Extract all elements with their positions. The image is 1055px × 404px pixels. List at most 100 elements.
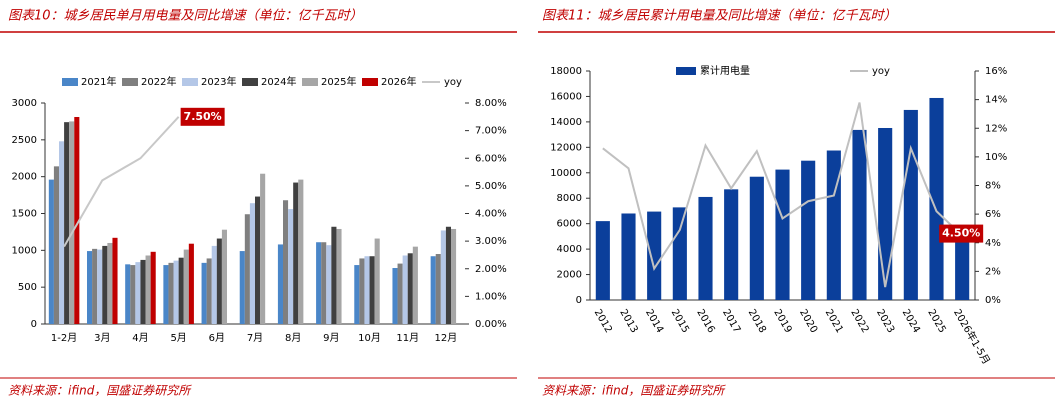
bar	[595, 221, 610, 300]
bar	[369, 256, 375, 324]
y2-tick-label: 5.00%	[475, 181, 507, 192]
x-tick-label: 5月	[170, 332, 186, 344]
y-tick-label: 18000	[550, 66, 582, 77]
bar	[97, 249, 103, 324]
legend-swatch	[122, 78, 138, 86]
legend-label: 2024年	[261, 75, 296, 88]
y-tick-label: 6000	[557, 219, 582, 230]
y-tick-label: 12000	[550, 142, 582, 153]
x-tick-label: 10月	[358, 332, 381, 344]
bar	[130, 265, 136, 324]
x-tick-label: 9月	[323, 332, 339, 344]
bar	[145, 255, 151, 324]
bar	[221, 229, 227, 324]
legend-label: 2022年	[141, 75, 176, 88]
x-tick-label: 12月	[435, 332, 458, 344]
bar	[435, 254, 441, 324]
bar	[87, 251, 93, 324]
line	[602, 102, 963, 288]
legend-label: 2026年	[381, 75, 416, 88]
bar	[163, 265, 169, 324]
bar	[48, 179, 54, 324]
bar	[392, 268, 398, 324]
bar	[59, 141, 65, 324]
legend-swatch	[676, 67, 696, 75]
bar	[354, 265, 360, 324]
y2-tick-label: 1.00%	[475, 291, 507, 302]
bar	[168, 262, 174, 324]
bar	[255, 196, 261, 324]
x-tick-label: 2013	[617, 308, 639, 336]
bar	[903, 109, 918, 301]
bar	[445, 226, 451, 324]
x-tick-label: 2026年1-5月	[951, 307, 993, 367]
bar	[69, 121, 75, 325]
bar	[288, 209, 294, 324]
y-tick-label: 2000	[12, 172, 37, 183]
bar	[698, 196, 713, 300]
y2-tick-label: 8.00%	[475, 98, 507, 109]
bar	[201, 262, 207, 324]
y2-tick-label: 6%	[985, 209, 1001, 220]
bar	[206, 258, 212, 324]
bar	[326, 245, 332, 324]
bar	[826, 150, 841, 300]
x-tick-label: 1-2月	[51, 332, 77, 344]
bar	[955, 224, 970, 300]
y-tick-label: 10000	[550, 168, 582, 179]
y2-tick-label: 7.00%	[475, 126, 507, 137]
bar	[316, 242, 322, 324]
bar	[260, 173, 266, 324]
x-tick-label: 7月	[247, 332, 263, 344]
bar	[801, 160, 816, 300]
value-label-box	[939, 224, 984, 243]
source: 资料来源：ifind，国盛证券研究所	[542, 384, 726, 398]
y2-tick-label: 16%	[985, 66, 1007, 77]
x-tick-label: 2024	[900, 308, 922, 336]
y2-tick-label: 2%	[985, 266, 1001, 277]
bar	[239, 251, 245, 324]
bar	[102, 245, 108, 324]
bar	[244, 214, 250, 324]
bar	[359, 258, 365, 324]
x-tick-label: 2021	[823, 308, 845, 336]
x-tick-label: 2020	[797, 308, 819, 336]
bar	[407, 253, 413, 324]
y-tick-label: 2500	[12, 135, 37, 146]
bar	[647, 211, 662, 300]
x-tick-label: 2017	[720, 308, 742, 336]
legend-swatch	[62, 78, 78, 86]
bar	[277, 244, 283, 324]
bar	[336, 228, 342, 324]
value-label-box	[180, 107, 225, 126]
bar	[173, 260, 179, 324]
y2-tick-label: 2.00%	[475, 264, 507, 275]
bar	[150, 251, 156, 324]
y-tick-label: 4000	[557, 244, 582, 255]
y2-tick-label: 14%	[985, 95, 1007, 106]
bar	[451, 228, 457, 324]
x-tick-label: 4月	[132, 332, 148, 344]
y-tick-label: 500	[18, 282, 37, 293]
y-tick-label: 0	[576, 295, 582, 306]
y2-tick-label: 0%	[985, 295, 1001, 306]
bar	[749, 176, 764, 300]
bar	[53, 166, 59, 324]
bar	[283, 200, 289, 324]
x-tick-label: 2014	[643, 308, 665, 336]
y2-tick-label: 0.00%	[475, 319, 507, 330]
bar	[112, 237, 118, 324]
bar	[321, 242, 327, 324]
y2-tick-label: 4.00%	[475, 209, 507, 220]
source: 资料来源：ifind，国盛证券研究所	[8, 384, 192, 398]
bar	[211, 245, 217, 324]
bar	[64, 122, 70, 324]
x-tick-label: 2018	[746, 308, 768, 336]
x-tick-label: 8月	[285, 332, 301, 344]
x-tick-label: 2016	[694, 308, 716, 336]
legend-swatch	[362, 78, 378, 86]
legend-label: yoy	[444, 77, 462, 88]
bar	[125, 264, 131, 324]
bar	[672, 207, 687, 300]
y-tick-label: 16000	[550, 91, 582, 102]
